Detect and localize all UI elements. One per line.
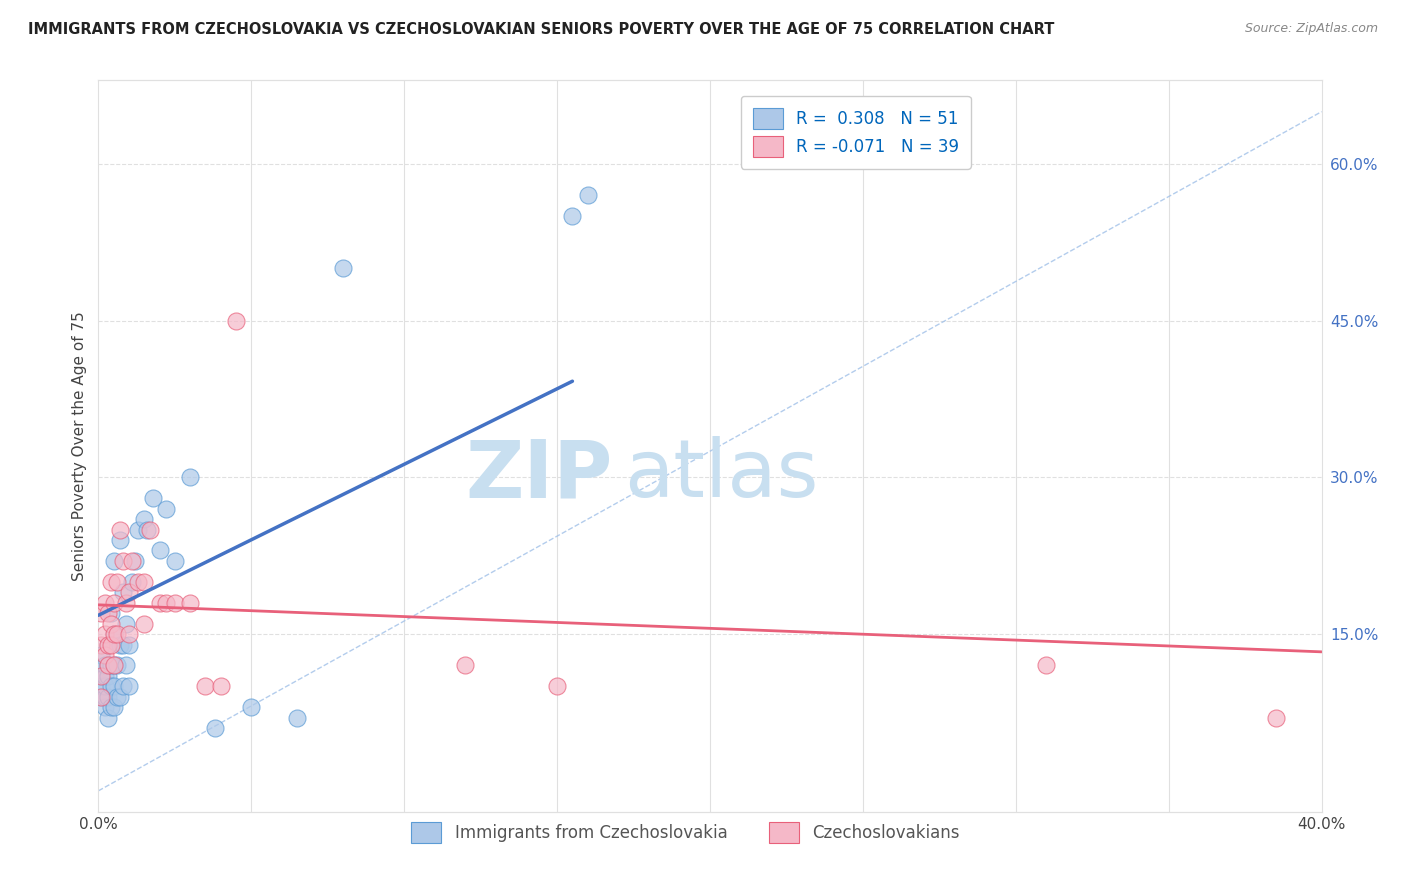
Point [103, 658, 125, 673]
Point [97, 658, 120, 673]
Point [163, 554, 186, 568]
Point [97, 711, 120, 725]
Point [103, 658, 125, 673]
Point [142, 491, 165, 506]
Point [90, 648, 112, 662]
Point [108, 690, 131, 704]
Point [118, 627, 141, 641]
Point [179, 470, 201, 484]
Point [105, 574, 128, 589]
Point [561, 209, 583, 223]
Point [97, 669, 120, 683]
Point [100, 658, 122, 673]
Point [118, 585, 141, 599]
Point [100, 574, 122, 589]
Point [100, 679, 122, 693]
Point [108, 533, 131, 547]
Point [149, 543, 172, 558]
Point [93, 648, 115, 662]
Point [139, 523, 162, 537]
Point [90, 690, 112, 704]
Point [121, 574, 143, 589]
Point [209, 679, 232, 693]
Point [127, 574, 149, 589]
Point [90, 669, 112, 683]
Point [105, 627, 128, 641]
Point [1264, 711, 1286, 725]
Point [204, 721, 226, 735]
Point [118, 679, 141, 693]
Text: Source: ZipAtlas.com: Source: ZipAtlas.com [1244, 22, 1378, 36]
Point [111, 554, 134, 568]
Text: atlas: atlas [624, 436, 818, 515]
Point [103, 627, 125, 641]
Point [100, 606, 122, 620]
Point [90, 638, 112, 652]
Text: ZIP: ZIP [465, 436, 612, 515]
Point [134, 512, 156, 526]
Point [93, 658, 115, 673]
Point [93, 669, 115, 683]
Point [97, 638, 120, 652]
Point [105, 690, 128, 704]
Point [90, 669, 112, 683]
Point [225, 313, 247, 327]
Point [90, 679, 112, 693]
Point [93, 700, 115, 714]
Point [103, 554, 125, 568]
Point [103, 596, 125, 610]
Point [111, 585, 134, 599]
Point [240, 700, 263, 714]
Point [93, 690, 115, 704]
Point [97, 638, 120, 652]
Point [90, 690, 112, 704]
Point [93, 596, 115, 610]
Point [134, 616, 156, 631]
Point [285, 711, 308, 725]
Point [155, 596, 177, 610]
Point [93, 627, 115, 641]
Point [179, 596, 201, 610]
Point [111, 638, 134, 652]
Legend: Immigrants from Czechoslovakia, Czechoslovakians: Immigrants from Czechoslovakia, Czechosl… [399, 810, 972, 855]
Point [97, 690, 120, 704]
Point [100, 638, 122, 652]
Point [118, 638, 141, 652]
Point [100, 616, 122, 631]
Point [546, 679, 568, 693]
Point [127, 523, 149, 537]
Point [93, 679, 115, 693]
Point [115, 658, 138, 673]
Point [108, 638, 131, 652]
Point [97, 658, 120, 673]
Point [108, 523, 131, 537]
Point [115, 596, 138, 610]
Point [194, 679, 217, 693]
Point [155, 501, 177, 516]
Point [105, 658, 128, 673]
Point [134, 574, 156, 589]
Point [136, 523, 159, 537]
Point [163, 596, 186, 610]
Point [115, 616, 138, 631]
Point [100, 700, 122, 714]
Point [124, 554, 146, 568]
Y-axis label: Seniors Poverty Over the Age of 75: Seniors Poverty Over the Age of 75 [72, 311, 87, 581]
Point [111, 679, 134, 693]
Point [103, 627, 125, 641]
Point [1035, 658, 1057, 673]
Point [90, 606, 112, 620]
Point [454, 658, 477, 673]
Point [332, 261, 354, 276]
Text: IMMIGRANTS FROM CZECHOSLOVAKIA VS CZECHOSLOVAKIAN SENIORS POVERTY OVER THE AGE O: IMMIGRANTS FROM CZECHOSLOVAKIA VS CZECHO… [28, 22, 1054, 37]
Point [97, 606, 120, 620]
Point [103, 679, 125, 693]
Point [149, 596, 172, 610]
Point [576, 188, 599, 202]
Point [103, 700, 125, 714]
Point [121, 554, 143, 568]
